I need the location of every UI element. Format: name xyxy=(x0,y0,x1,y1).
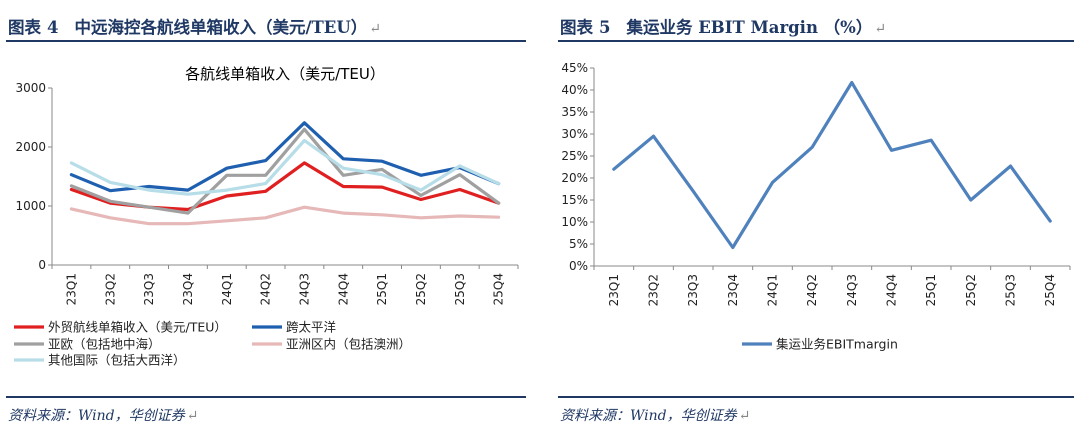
figure-4-chart-title: 各航线单箱收入（美元/TEU） xyxy=(185,65,385,83)
figure-4-series-line-3 xyxy=(69,205,501,226)
figure-4-chart: 各航线单箱收入（美元/TEU） 0 1000 2000 3000 23Q1 23Q2 23Q3… xyxy=(14,65,519,368)
figure-5-x-tick-label: 25Q4 xyxy=(1043,274,1057,306)
figure-4-caption-text: 中远海控各航线单箱收入（美元/TEU） xyxy=(74,18,368,37)
figure-5-x-tick-label: 23Q2 xyxy=(647,274,661,306)
figure-5-y-tick-label: 45% xyxy=(561,61,588,75)
figure-5-y-tick-label: 30% xyxy=(561,127,588,141)
figure-4-x-tick-label: 25Q2 xyxy=(414,273,428,305)
figure-5-x-tick-label: 25Q3 xyxy=(1004,274,1018,306)
figure-4-x-tick-label: 24Q2 xyxy=(259,273,273,305)
figure-4-source: 资料来源：Wind，华创证券 ↵ xyxy=(8,405,198,425)
figure-4-x-tick-label: 23Q3 xyxy=(142,273,156,305)
figure-5-caption: 图表 5 集运业务 EBIT Margin （%） ↵ xyxy=(560,14,886,38)
figure-5-y-tick-label: 35% xyxy=(561,105,588,119)
return-mark-icon: ↵ xyxy=(738,408,751,424)
figure-4-y-tick-label: 1000 xyxy=(15,199,46,213)
return-mark-icon: ↵ xyxy=(186,408,199,424)
figure-5-x-tick-label: 23Q4 xyxy=(726,274,740,306)
figure-5-caption-text: 集运业务 EBIT Margin （%） xyxy=(626,18,873,37)
figure-4-y-tick-label: 2000 xyxy=(15,140,46,154)
return-mark-icon: ↵ xyxy=(369,21,381,37)
figure-5-x-tick-label: 24Q4 xyxy=(885,274,899,306)
figure-5-y-tick-label: 20% xyxy=(561,171,588,185)
figure-4-x-tick-label: 25Q4 xyxy=(492,273,506,305)
figure-5-y-tick-label: 25% xyxy=(561,149,588,163)
figure-4-x-tick-label: 25Q3 xyxy=(453,273,467,305)
figure-4-bottom-rule xyxy=(6,396,526,398)
figure-4-x-tick-label: 23Q1 xyxy=(64,273,78,305)
figure-5-caption-number: 5 xyxy=(599,18,611,37)
figure-5-x-tick-label: 24Q2 xyxy=(805,274,819,306)
figure-4-series-line-4 xyxy=(69,138,501,196)
figure-4-x-tick-label: 23Q4 xyxy=(181,273,195,305)
figure-5-y-tick-label: 15% xyxy=(561,193,588,207)
figure-5-y-tick-label: 5% xyxy=(569,237,588,251)
figure-4-caption-number: 4 xyxy=(47,18,59,37)
figure-4-x-tick-label: 24Q1 xyxy=(220,273,234,305)
figure-4-y-tick-label: 0 xyxy=(38,258,46,272)
figure-5-bottom-rule xyxy=(558,396,1074,398)
figure-5-panel: 图表 5 集运业务 EBIT Margin （%） ↵ 0% 5% 10% 15% 20% 25… xyxy=(552,0,1080,433)
figure-5-x-tick-label: 23Q1 xyxy=(607,274,621,306)
figure-5-caption-label: 图表 xyxy=(560,18,593,37)
figure-4-x-tick-label: 23Q2 xyxy=(103,273,117,305)
figure-5-y-tick-label: 40% xyxy=(561,83,588,97)
figure-4-source-text: 资料来源：Wind，华创证券 xyxy=(8,408,185,424)
figure-4-x-tick-label: 24Q3 xyxy=(297,273,311,305)
figure-5-y-tick-label: 10% xyxy=(561,215,588,229)
figure-4-caption-label: 图表 xyxy=(8,18,41,37)
figure-4-top-rule xyxy=(6,40,526,42)
figure-4-panel: 图表 4 中远海控各航线单箱收入（美元/TEU） ↵ 各航线单箱收入（美元/TEU） 0… xyxy=(0,0,532,433)
figure-4-x-tick-label: 25Q1 xyxy=(375,273,389,305)
figure-4-legend-label-1: 跨太平洋 xyxy=(286,320,336,335)
return-mark-icon: ↵ xyxy=(874,21,887,37)
figure-5-series-line-0 xyxy=(612,80,1052,250)
figure-4-legend-label-2: 亚欧（包括地中海） xyxy=(48,337,161,352)
figure-4-x-tick-label: 24Q4 xyxy=(336,273,350,305)
figure-5-legend-label-0: 集运业务EBITmargin xyxy=(776,337,898,352)
figure-5-top-rule xyxy=(558,40,1074,42)
figure-4-legend-label-4: 其他国际（包括大西洋） xyxy=(48,353,186,368)
figure-5-source-text: 资料来源：Wind，华创证券 xyxy=(560,408,737,424)
figure-5-x-tick-label: 25Q2 xyxy=(964,274,978,306)
figure-4-legend-label-0: 外贸航线单箱收入（美元/TEU） xyxy=(48,320,227,335)
figure-5-x-tick-label: 23Q3 xyxy=(686,274,700,306)
figure-5-x-tick-label: 24Q3 xyxy=(845,274,859,306)
figure-5-y-tick-label: 0% xyxy=(569,259,588,273)
figure-5-x-tick-label: 24Q1 xyxy=(766,274,780,306)
figure-4-y-tick-label: 3000 xyxy=(15,81,46,95)
figure-5-chart: 0% 5% 10% 15% 20% 25% 30% 35% 40% 45% 23Q1 23Q2 23Q3… xyxy=(561,61,1071,352)
figure-5-source: 资料来源：Wind，华创证券 ↵ xyxy=(560,405,750,425)
figure-4-legend-label-3: 亚洲区内（包括澳洲） xyxy=(286,337,411,352)
figure-5-x-tick-label: 25Q1 xyxy=(924,274,938,306)
figure-4-caption: 图表 4 中远海控各航线单箱收入（美元/TEU） ↵ xyxy=(8,14,381,38)
figure-4-series-line-2 xyxy=(69,127,501,215)
